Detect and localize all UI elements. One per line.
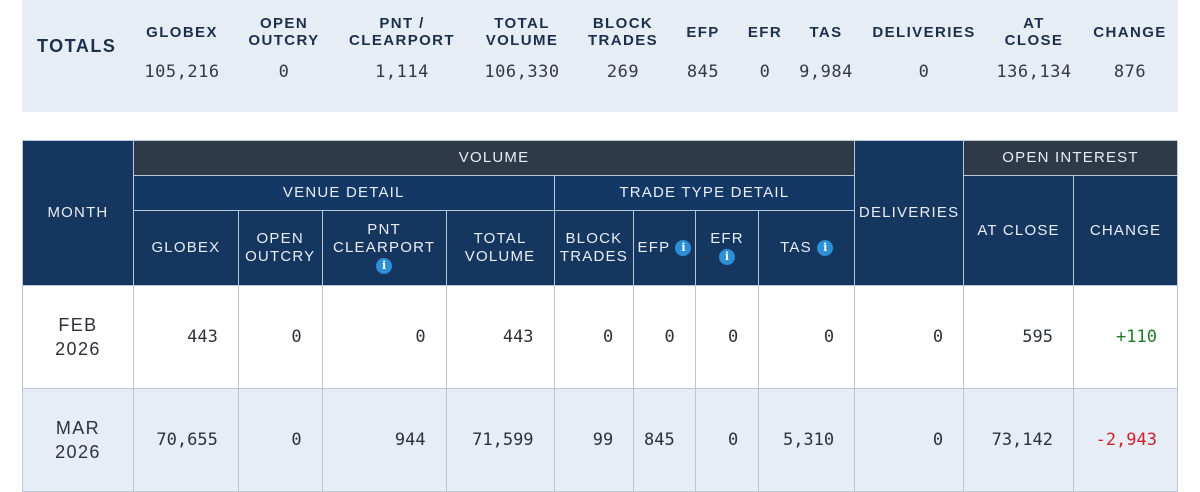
totals-header: DELIVERIES (872, 23, 976, 41)
totals-header: TOTAL VOLUME (485, 15, 559, 49)
totals-value: 0 (918, 62, 930, 82)
totals-value: 105,216 (144, 62, 220, 82)
table-row: FEB 2026 443 0 0 443 0 0 0 0 0 595 +110 (22, 285, 1178, 389)
totals-block-trades: BLOCK TRADES 269 (558, 12, 688, 82)
totals-value: 1,114 (375, 62, 429, 82)
totals-total-volume: TOTAL VOLUME 106,330 (457, 12, 587, 82)
change-header: CHANGE (1073, 175, 1178, 286)
trade-type-detail-header: TRADE TYPE DETAIL (553, 175, 856, 211)
globex-header: GLOBEX (132, 210, 239, 286)
globex-cell: 70,655 (132, 388, 239, 492)
deliveries-header: DELIVERIES (854, 140, 965, 286)
efp-cell: 845 (633, 388, 696, 492)
open-outcry-cell: 0 (237, 388, 323, 492)
efr-cell: 0 (694, 388, 760, 492)
totals-change: CHANGE 876 (1065, 12, 1195, 83)
totals-label: TOTALS (37, 36, 117, 56)
pnt-clearport-header-cell: PNT CLEARPORT i (321, 210, 447, 286)
block-trades-header: BLOCK TRADES (553, 210, 635, 286)
totals-value: 136,134 (996, 62, 1072, 82)
totals-at-close: AT CLOSE 136,134 (969, 12, 1099, 82)
totals-deliveries: DELIVERIES 0 (859, 12, 989, 83)
month-cell: MAR 2026 (22, 388, 134, 492)
block-trades-cell: 0 (553, 285, 635, 389)
totals-header: EFR (747, 23, 783, 41)
totals-value: 9,984 (799, 62, 853, 82)
deliveries-cell: 0 (854, 285, 965, 389)
info-icon[interactable]: i (719, 249, 735, 266)
block-trades-cell: 99 (553, 388, 635, 492)
pnt-clearport-cell: 0 (321, 285, 447, 389)
totals-efp: EFP 845 (638, 12, 768, 83)
open-interest-header: OPEN INTEREST (963, 140, 1178, 176)
totals-open-outcry: OPEN OUTCRY 0 (219, 12, 349, 82)
pnt-clearport-header: PNT CLEARPORT (332, 221, 436, 256)
tas-cell: 0 (758, 285, 856, 389)
efp-header: EFP (637, 239, 671, 256)
totals-header: TAS (809, 23, 843, 41)
totals-value: 106,330 (484, 62, 560, 82)
totals-value: 0 (278, 62, 290, 82)
totals-pnt-clearport: PNT / CLEARPORT 1,114 (337, 12, 467, 82)
info-icon[interactable]: i (675, 240, 692, 257)
at-close-header: AT CLOSE (963, 175, 1074, 286)
deliveries-cell: 0 (854, 388, 965, 492)
totals-value: 269 (606, 62, 640, 82)
totals-efr: EFR 0 (700, 12, 830, 83)
venue-detail-header: VENUE DETAIL (132, 175, 555, 211)
change-cell: -2,943 (1073, 388, 1178, 492)
efp-header-cell: EFP i (633, 210, 696, 286)
volume-oi-table: MONTH VOLUME DELIVERIES OPEN INTEREST VE… (22, 140, 1178, 492)
total-volume-header: TOTAL VOLUME (445, 210, 555, 286)
efr-header-cell: EFR i (694, 210, 760, 286)
totals-tas: TAS 9,984 (761, 12, 891, 83)
table-row: MAR 2026 70,655 0 944 71,599 99 845 0 5,… (22, 388, 1178, 492)
volume-header: VOLUME (132, 140, 856, 176)
tas-header-cell: TAS i (758, 210, 856, 286)
change-cell: +110 (1073, 285, 1178, 389)
info-icon[interactable]: i (376, 258, 393, 275)
tas-cell: 5,310 (758, 388, 856, 492)
totals-header: CHANGE (1093, 23, 1167, 41)
totals-header: EFP (686, 23, 720, 41)
open-outcry-cell: 0 (237, 285, 323, 389)
at-close-cell: 595 (963, 285, 1074, 389)
totals-bar: TOTALS GLOBEX 105,216 OPEN OUTCRY 0 PNT … (22, 0, 1178, 112)
totals-value: 845 (686, 62, 720, 82)
efr-cell: 0 (694, 285, 760, 389)
totals-header: AT CLOSE (1004, 15, 1064, 49)
totals-header: PNT / CLEARPORT (349, 15, 455, 49)
totals-header: BLOCK TRADES (587, 15, 659, 49)
total-volume-cell: 443 (445, 285, 555, 389)
efr-header: EFR (710, 230, 744, 247)
month-header: MONTH (22, 140, 134, 286)
pnt-clearport-cell: 944 (321, 388, 447, 492)
globex-cell: 443 (132, 285, 239, 389)
efp-cell: 0 (633, 285, 696, 389)
open-outcry-header: OPEN OUTCRY (237, 210, 323, 286)
totals-header: GLOBEX (146, 23, 218, 41)
totals-header: OPEN OUTCRY (248, 15, 320, 49)
totals-globex: GLOBEX 105,216 (117, 12, 247, 83)
month-cell: FEB 2026 (22, 285, 134, 389)
total-volume-cell: 71,599 (445, 388, 555, 492)
info-icon[interactable]: i (817, 240, 834, 257)
totals-value: 876 (1113, 62, 1147, 82)
totals-value: 0 (759, 62, 771, 82)
tas-header: TAS (780, 239, 812, 256)
at-close-cell: 73,142 (963, 388, 1074, 492)
